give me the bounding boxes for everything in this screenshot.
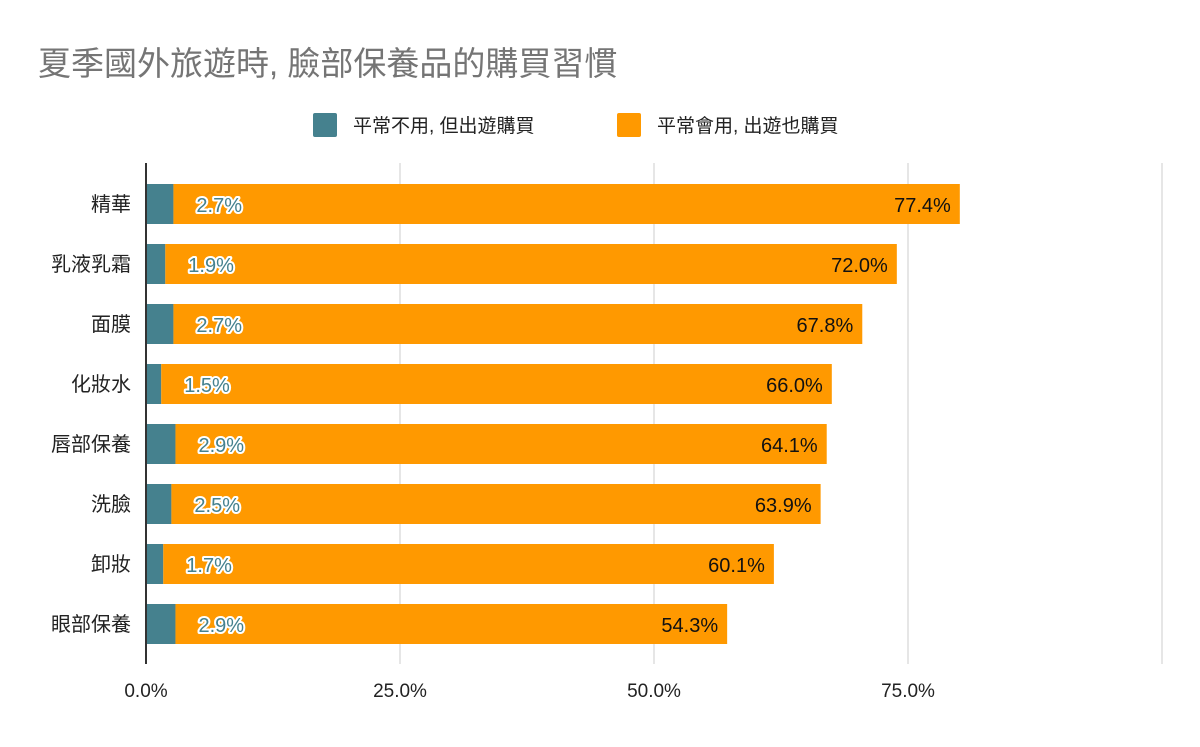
data-label: 1.9% [188,255,234,277]
bar-segment-0 [146,424,176,464]
x-tick-label: 75.0% [881,681,935,702]
bar-segment-0 [146,244,166,284]
chart-title: 夏季國外旅遊時, 臉部保養品的購買習慣 [38,45,617,82]
data-label: 2.9% [198,435,244,457]
bar-segment-0 [146,544,164,584]
x-tick-labels: 0.0% 25.0% 50.0% 75.0% [124,681,935,702]
data-label: 2.7% [196,195,242,217]
data-label: 63.9% [755,495,812,517]
x-tick-label: 25.0% [373,681,427,702]
category-label: 卸妝 [91,553,131,576]
bars: 2.7% 77.4% 1.9% 72.0% 2.7% 67.8% 1.5% 66.0% 2.9%… [146,184,960,644]
category-label: 化妝水 [71,373,131,396]
bar-segment-1 [163,544,774,584]
x-tick-label: 0.0% [124,681,167,702]
bar-segment-1 [165,244,897,284]
category-label: 唇部保養 [51,433,131,456]
category-label: 眼部保養 [51,613,131,636]
data-label: 2.7% [196,315,242,337]
x-tick-label: 50.0% [627,681,681,702]
bar-segment-0 [146,604,176,644]
bar-segment-1 [173,184,960,224]
data-label: 54.3% [661,615,718,637]
legend-swatch-0 [313,113,337,137]
data-label: 64.1% [761,435,818,457]
legend-swatch-1 [617,113,641,137]
category-label: 精華 [91,193,131,216]
legend-label-0: 平常不用, 但出遊購買 [353,115,535,137]
bar-segment-0 [146,304,174,344]
data-label: 2.9% [198,615,244,637]
data-label: 77.4% [894,195,951,217]
bar-segment-1 [175,604,728,644]
bar-segment-1 [161,364,832,404]
bar-segment-1 [173,304,863,344]
legend-label-1: 平常會用, 出遊也購買 [657,115,839,137]
bar-segment-0 [146,184,174,224]
data-label: 60.1% [708,555,765,577]
bar-segment-1 [175,424,827,464]
data-label: 66.0% [766,375,823,397]
data-label: 1.7% [186,555,232,577]
data-label: 67.8% [797,315,854,337]
category-label: 洗臉 [91,493,131,516]
bar-segment-1 [171,484,821,524]
data-label: 2.5% [194,495,240,517]
gridlines [399,163,1163,664]
bar-segment-0 [146,364,162,404]
legend: 平常不用, 但出遊購買 平常會用, 出遊也購買 [313,113,839,137]
bar-segment-0 [146,484,172,524]
category-label: 面膜 [91,313,131,336]
category-label: 乳液乳霜 [51,253,131,276]
data-label: 1.5% [184,375,230,397]
data-label: 72.0% [831,255,888,277]
